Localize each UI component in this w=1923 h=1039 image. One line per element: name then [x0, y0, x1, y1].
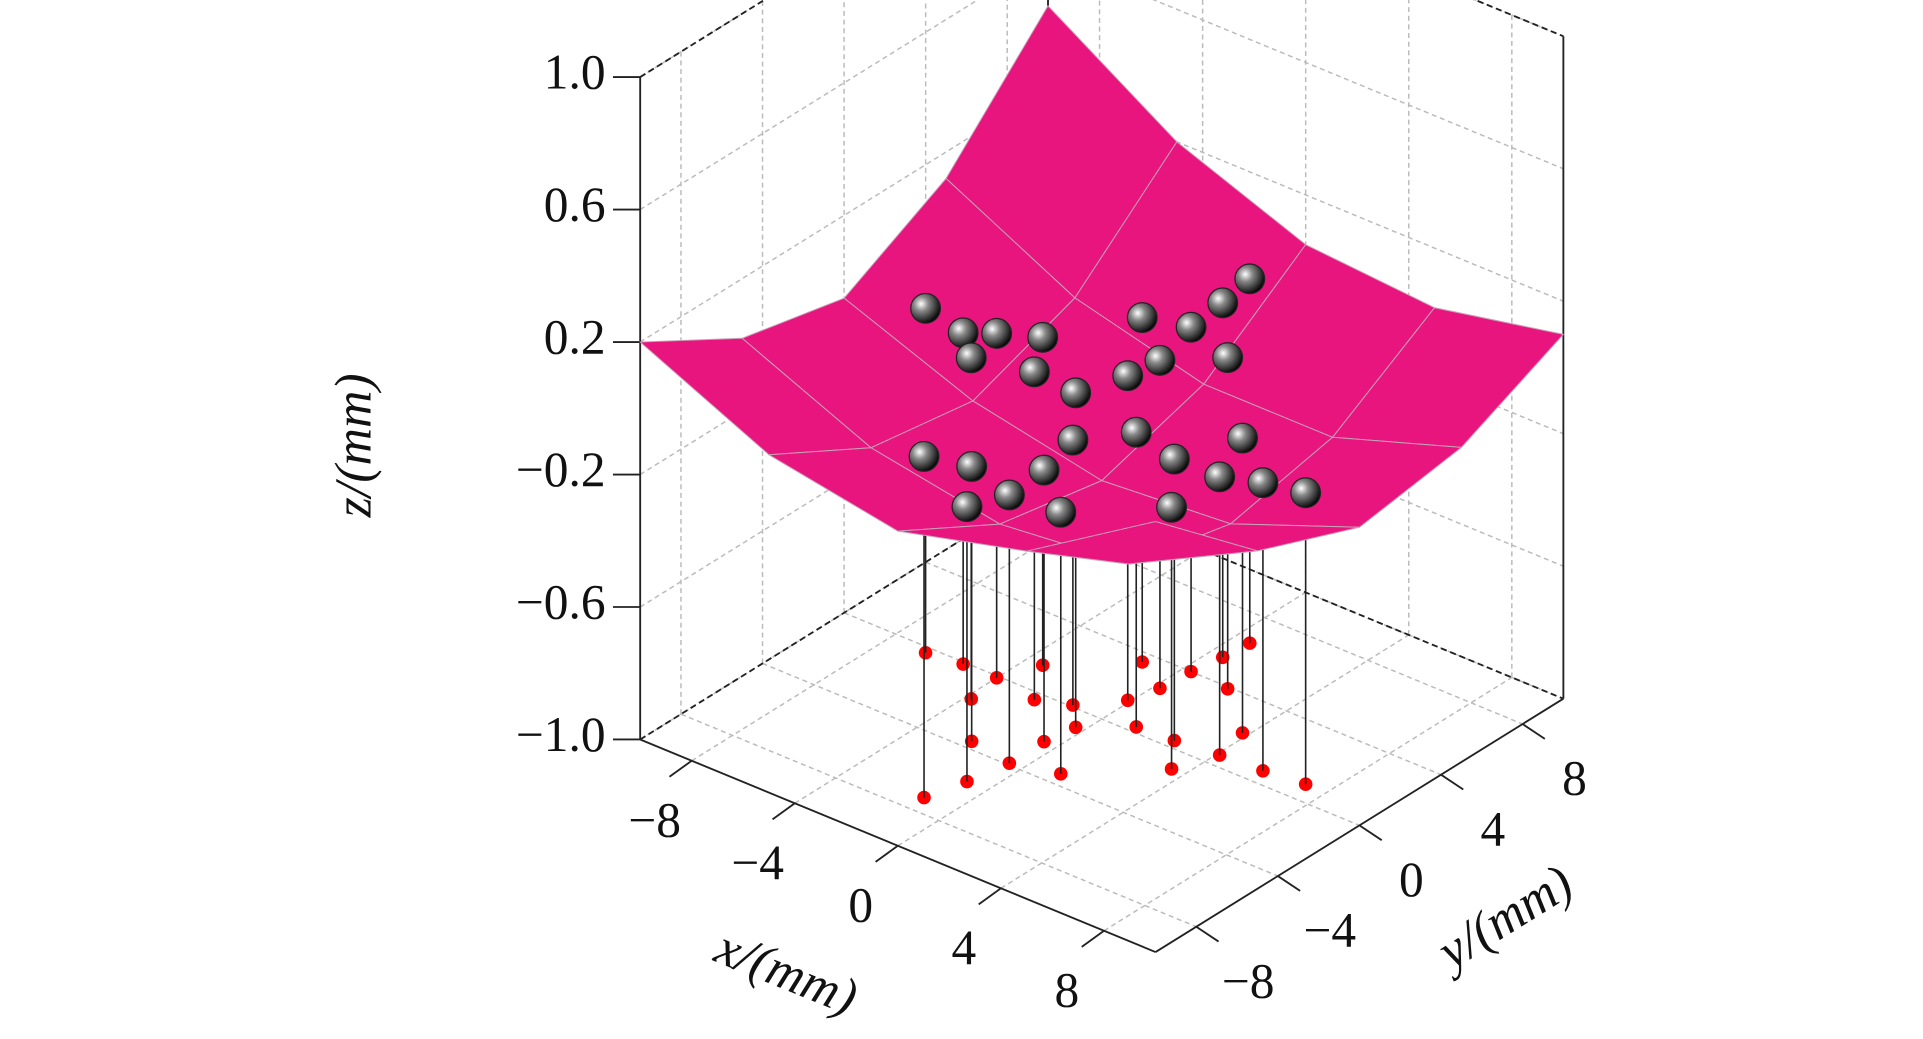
y-tick-label: −4	[1303, 903, 1356, 958]
data-point	[993, 479, 1025, 511]
data-point	[1234, 263, 1266, 295]
z-tick-label: 0.6	[544, 177, 606, 232]
z-tick-label: −1.0	[516, 707, 606, 762]
data-point	[1018, 356, 1050, 388]
tick-mark	[771, 802, 796, 821]
data-point	[1060, 377, 1092, 409]
data-point	[1028, 454, 1060, 486]
y-tick-label: −8	[1222, 953, 1275, 1008]
data-point	[1204, 461, 1236, 493]
data-point	[1156, 491, 1188, 523]
grid-line	[843, 612, 1360, 827]
data-point	[1120, 416, 1152, 448]
data-point	[1227, 422, 1258, 454]
data-point	[1057, 424, 1089, 456]
z-axis-title: z/(mm)	[325, 373, 382, 518]
tick-mark	[1277, 875, 1301, 892]
z-tick-label: −0.6	[516, 574, 606, 629]
grid-line	[1152, 0, 1564, 170]
data-point	[981, 317, 1013, 349]
tick-mark	[1081, 930, 1105, 948]
z-tick-label: −0.2	[516, 442, 606, 497]
z-tick-label: 0.2	[544, 309, 606, 364]
x-tick-label: −4	[731, 835, 784, 890]
x-tick-label: −8	[628, 792, 681, 847]
y-tick-label: 4	[1481, 801, 1506, 856]
grid-line	[794, 549, 1204, 804]
data-point	[1212, 342, 1244, 374]
grid-line	[1006, 510, 1523, 725]
y-tick-label: 0	[1399, 852, 1424, 907]
data-point	[1027, 321, 1059, 353]
data-point	[1045, 496, 1077, 528]
x-axis-title: x/(mm)	[707, 918, 866, 1026]
grid-line	[897, 591, 1307, 847]
grid-line	[639, 0, 979, 211]
y-tick-label: 8	[1562, 751, 1587, 806]
z-tick-label: 1.0	[544, 44, 606, 99]
data-point	[1290, 477, 1322, 509]
data-point	[955, 342, 987, 374]
tick-mark	[875, 845, 899, 863]
grid-line	[1047, 87, 1564, 302]
data-point	[1112, 360, 1144, 392]
tick-mark	[1522, 723, 1546, 740]
data-point	[1144, 344, 1176, 376]
data-point	[910, 292, 942, 324]
tick-mark	[668, 759, 693, 778]
x-tick-label: 0	[848, 877, 873, 932]
y-axis-title: y/(mm)	[1424, 854, 1583, 983]
data-point	[956, 450, 988, 482]
data-point	[908, 440, 940, 472]
axis-line	[639, 0, 766, 78]
tick-mark	[1440, 773, 1464, 791]
tick-mark	[1358, 824, 1383, 841]
x-tick-label: 8	[1055, 962, 1080, 1017]
data-point	[1207, 287, 1239, 319]
grid-line	[925, 561, 1442, 776]
x-tick-label: 4	[951, 920, 976, 975]
data-point	[951, 491, 983, 523]
grid-line	[1103, 676, 1513, 932]
grid-line	[680, 713, 1197, 928]
data-point	[1175, 311, 1207, 343]
tick-mark	[978, 887, 1002, 906]
surface-patch	[1026, 520, 1258, 565]
data-point	[1126, 302, 1158, 333]
data-point	[1158, 443, 1190, 475]
data-point	[1247, 467, 1279, 499]
grid-line	[762, 662, 1279, 877]
tick-mark	[1195, 925, 1220, 943]
grid-line	[1000, 634, 1410, 889]
